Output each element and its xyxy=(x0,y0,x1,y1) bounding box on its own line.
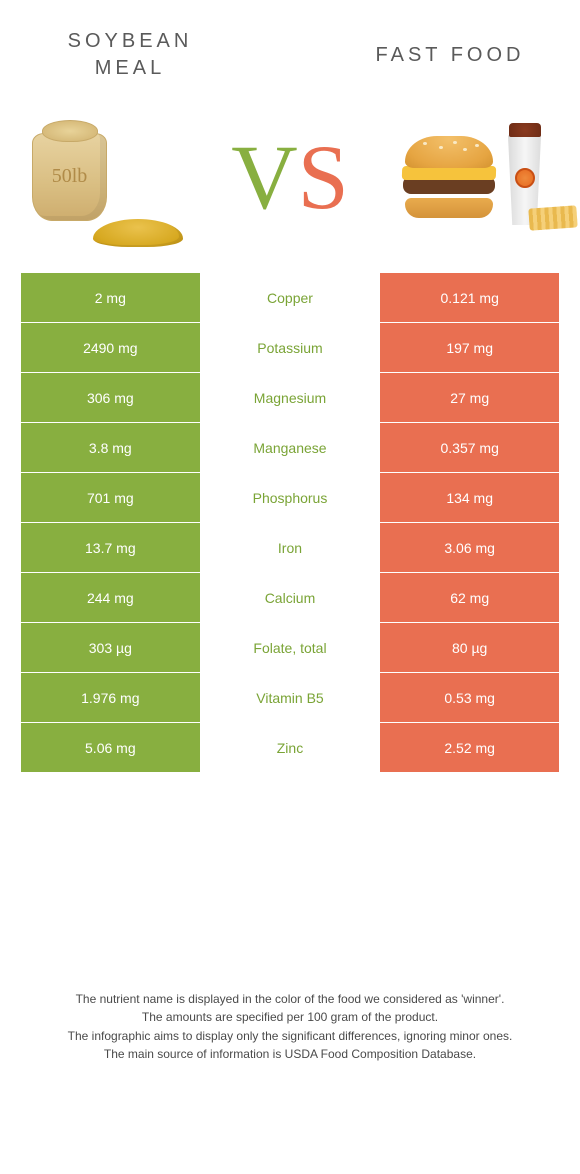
grain-sack-icon: 50lb xyxy=(32,133,107,221)
table-row: 1.976 mgVitamin B50.53 mg xyxy=(21,673,560,723)
vs-s: S xyxy=(298,126,349,228)
footnote-line: The amounts are specified per 100 gram o… xyxy=(30,1008,550,1027)
nutrient-name: Vitamin B5 xyxy=(200,673,380,723)
table-row: 306 mgMagnesium27 mg xyxy=(21,373,560,423)
nutrient-name: Phosphorus xyxy=(200,473,380,523)
left-value: 5.06 mg xyxy=(21,723,201,773)
right-value: 197 mg xyxy=(380,323,560,373)
fries-icon xyxy=(528,205,577,230)
table-row: 13.7 mgIron3.06 mg xyxy=(21,523,560,573)
nutrient-name: Copper xyxy=(200,273,380,323)
left-title: SOYBEAN MEAL xyxy=(30,28,230,82)
right-value: 0.121 mg xyxy=(380,273,560,323)
soybean-meal-image: 50lb xyxy=(20,112,195,242)
left-value: 303 µg xyxy=(21,623,201,673)
table-row: 303 µgFolate, total80 µg xyxy=(21,623,560,673)
footnote-line: The main source of information is USDA F… xyxy=(30,1045,550,1064)
nutrient-name: Iron xyxy=(200,523,380,573)
left-value: 701 mg xyxy=(21,473,201,523)
table-row: 701 mgPhosphorus134 mg xyxy=(21,473,560,523)
vs-v: V xyxy=(231,126,297,228)
table-row: 2 mgCopper0.121 mg xyxy=(21,273,560,323)
table-row: 5.06 mgZinc2.52 mg xyxy=(21,723,560,773)
left-value: 3.8 mg xyxy=(21,423,201,473)
footnote-line: The nutrient name is displayed in the co… xyxy=(30,990,550,1009)
fast-food-image xyxy=(385,112,560,242)
left-value: 244 mg xyxy=(21,573,201,623)
left-value: 1.976 mg xyxy=(21,673,201,723)
right-value: 62 mg xyxy=(380,573,560,623)
table-row: 244 mgCalcium62 mg xyxy=(21,573,560,623)
vs-label: VS xyxy=(231,131,349,223)
burger-icon xyxy=(399,136,499,218)
nutrient-name: Potassium xyxy=(200,323,380,373)
grain-pile-icon xyxy=(93,219,183,247)
right-value: 27 mg xyxy=(380,373,560,423)
right-value: 80 µg xyxy=(380,623,560,673)
left-value: 2490 mg xyxy=(21,323,201,373)
footnote-line: The infographic aims to display only the… xyxy=(30,1027,550,1046)
right-value: 2.52 mg xyxy=(380,723,560,773)
nutrient-name: Zinc xyxy=(200,723,380,773)
footnotes: The nutrient name is displayed in the co… xyxy=(0,990,580,1064)
left-value: 2 mg xyxy=(21,273,201,323)
left-value: 13.7 mg xyxy=(21,523,201,573)
right-title: FAST FOOD xyxy=(376,42,525,69)
right-value: 3.06 mg xyxy=(380,523,560,573)
table-row: 3.8 mgManganese0.357 mg xyxy=(21,423,560,473)
nutrient-name: Manganese xyxy=(200,423,380,473)
nutrient-table: 2 mgCopper0.121 mg2490 mgPotassium197 mg… xyxy=(20,272,560,773)
nutrient-name: Folate, total xyxy=(200,623,380,673)
left-value: 306 mg xyxy=(21,373,201,423)
nutrient-name: Magnesium xyxy=(200,373,380,423)
hero-row: 50lb VS xyxy=(0,92,580,272)
table-row: 2490 mgPotassium197 mg xyxy=(21,323,560,373)
right-value: 0.357 mg xyxy=(380,423,560,473)
header: SOYBEAN MEAL FAST FOOD xyxy=(0,0,580,92)
right-value: 134 mg xyxy=(380,473,560,523)
nutrient-name: Calcium xyxy=(200,573,380,623)
sack-label: 50lb xyxy=(33,165,106,188)
right-value: 0.53 mg xyxy=(380,673,560,723)
